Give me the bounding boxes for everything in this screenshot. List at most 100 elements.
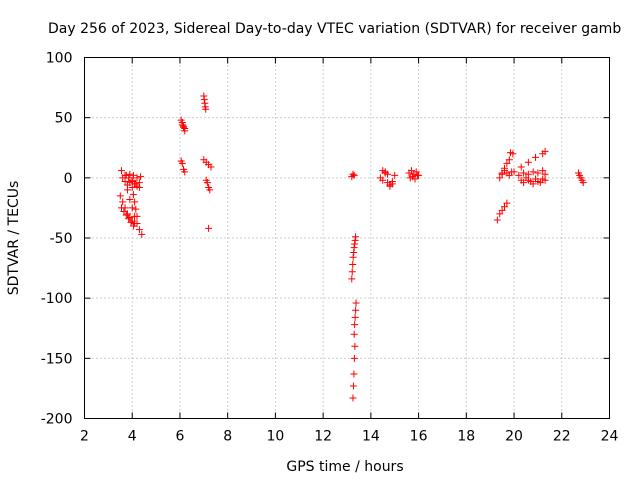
- data-point: [349, 260, 357, 268]
- y-axis-label: SDTVAR / TECUs: [6, 181, 22, 296]
- data-point: [123, 186, 131, 194]
- data-point: [129, 222, 137, 230]
- data-point: [120, 208, 128, 216]
- data-point: [133, 220, 141, 228]
- y-axis-tick-labels: 100 50 0 -50 -100 -150 -200: [41, 51, 73, 428]
- data-point: [131, 198, 139, 206]
- data-point: [117, 204, 125, 212]
- data-point: [505, 156, 513, 164]
- data-point: [133, 212, 141, 220]
- x-tick-label: 14: [362, 429, 380, 445]
- data-point: [178, 121, 186, 129]
- x-tick-label: 6: [175, 429, 184, 445]
- data-point: [534, 177, 542, 185]
- data-point: [579, 179, 587, 187]
- data-point: [129, 171, 137, 179]
- data-point: [349, 382, 357, 390]
- y-tick-label: -50: [50, 231, 73, 247]
- data-point: [388, 180, 396, 188]
- y-tick-label: -200: [41, 412, 73, 428]
- data-point: [348, 275, 356, 283]
- data-point: [407, 167, 415, 175]
- data-point: [524, 176, 532, 184]
- data-point: [412, 168, 420, 176]
- data-point: [384, 179, 392, 187]
- data-point: [128, 183, 136, 191]
- data-point: [117, 167, 125, 175]
- data-point: [520, 169, 528, 177]
- x-tick-label: 4: [128, 429, 137, 445]
- data-point: [539, 167, 547, 175]
- data-point: [133, 174, 141, 182]
- data-point: [126, 195, 134, 203]
- data-point: [122, 211, 130, 219]
- data-point: [501, 203, 508, 211]
- x-tick-label: 16: [410, 429, 428, 445]
- x-tick-label: 8: [223, 429, 232, 445]
- data-point: [135, 179, 143, 187]
- data-point: [539, 175, 547, 183]
- data-point: [510, 168, 518, 176]
- data-point: [178, 159, 186, 167]
- plot-frame: [84, 57, 610, 419]
- data-point: [350, 330, 358, 338]
- data-point: [515, 171, 523, 179]
- data-point: [498, 170, 506, 178]
- y-tick-label: -100: [41, 291, 73, 307]
- data-point: [349, 170, 357, 178]
- data-point: [127, 218, 135, 226]
- data-point: [391, 171, 399, 179]
- data-point: [205, 224, 213, 232]
- y-tick-label: 0: [64, 171, 73, 187]
- axis-ticks: [84, 57, 610, 419]
- x-tick-label: 24: [601, 429, 619, 445]
- data-point: [128, 176, 136, 184]
- data-point: [119, 174, 127, 182]
- data-point: [509, 150, 517, 158]
- data-point: [496, 174, 504, 182]
- data-point: [129, 191, 137, 199]
- data-point: [123, 210, 131, 218]
- data-point: [496, 210, 504, 218]
- data-point: [498, 206, 506, 214]
- data-point: [351, 321, 359, 329]
- data-point: [203, 179, 211, 187]
- data-point: [349, 394, 357, 402]
- data-point: [181, 168, 189, 176]
- data-point: [121, 177, 129, 185]
- data-point: [202, 105, 210, 113]
- y-tick-label: 100: [46, 51, 73, 67]
- data-point: [411, 175, 419, 183]
- data-point: [503, 159, 511, 167]
- x-tick-label: 2: [80, 429, 89, 445]
- data-point: [137, 173, 145, 181]
- chart-title: Day 256 of 2023, Sidereal Day-to-day VTE…: [48, 21, 621, 37]
- data-point: [524, 170, 532, 178]
- data-point: [529, 180, 537, 188]
- data-point: [128, 204, 136, 212]
- x-axis-tick-labels: 2 4 6 8 10 12 14 16 18 20 22 24: [80, 429, 618, 445]
- data-point: [207, 163, 215, 171]
- data-point: [379, 176, 387, 184]
- data-point: [352, 306, 360, 314]
- data-point: [350, 370, 358, 378]
- data-point: [351, 313, 359, 321]
- data-point: [529, 168, 537, 176]
- data-point: [493, 216, 501, 224]
- data-point: [132, 205, 140, 213]
- data-point: [351, 342, 359, 350]
- data-points: [116, 92, 587, 402]
- x-tick-label: 12: [314, 429, 332, 445]
- data-point: [520, 179, 528, 187]
- data-point: [541, 170, 549, 178]
- data-point: [532, 153, 540, 161]
- data-point: [126, 170, 134, 178]
- grid: [84, 57, 610, 419]
- data-point: [524, 158, 532, 166]
- data-point: [119, 198, 127, 206]
- data-point: [133, 182, 141, 190]
- data-point: [135, 226, 143, 234]
- data-point: [541, 147, 549, 155]
- data-point: [350, 354, 358, 362]
